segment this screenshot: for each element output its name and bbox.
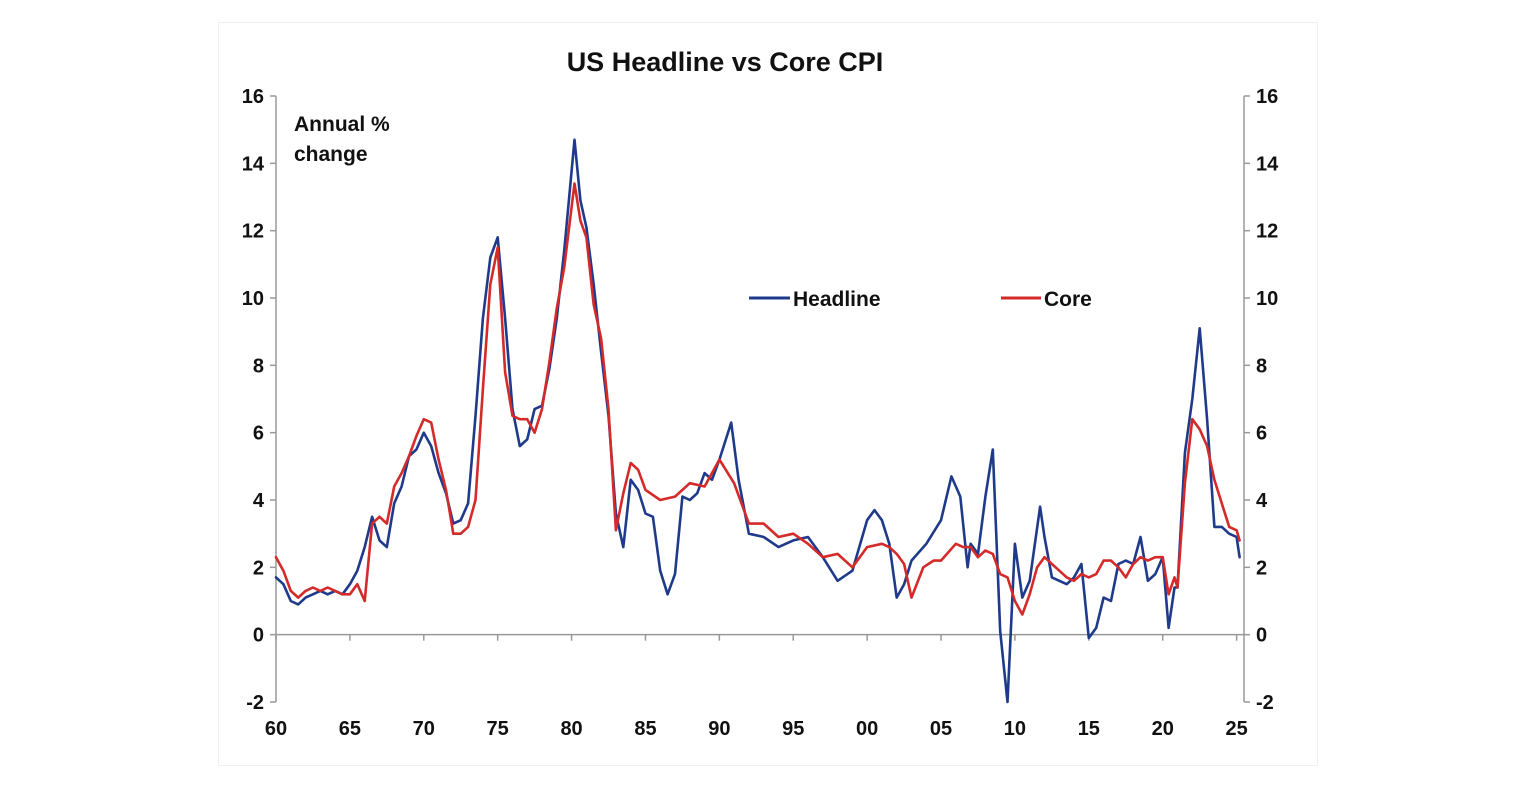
right-tick-label: 16	[1256, 86, 1278, 108]
annotation-line-1: Annual %	[294, 113, 390, 136]
x-tick-label: 05	[930, 718, 952, 740]
x-tick-label: 60	[265, 718, 287, 740]
plot-area: -2 0 2 4 6 8 10 12 14 16 -2 0 2 4 6 8 10 12 14 16 60 65 70 75…	[242, 86, 1279, 740]
left-tick-label: 16	[242, 86, 264, 108]
chart-frame: US Headline vs Core CPI -2 0 2 4 6 8 10 12 14 16 …	[218, 22, 1318, 766]
x-tick-label: 25	[1225, 718, 1247, 740]
left-tick-label: 8	[253, 355, 264, 377]
chart-title: US Headline vs Core CPI	[567, 47, 884, 77]
x-tick-label: 80	[560, 718, 582, 740]
left-tick-label: 2	[253, 557, 264, 579]
left-tick-label: 0	[253, 625, 264, 647]
x-tick-label: 95	[782, 718, 804, 740]
right-tick-label: 12	[1256, 221, 1278, 243]
right-ticks: -2 0 2 4 6 8 10 12 14 16	[1244, 86, 1279, 714]
x-tick-label: 20	[1152, 718, 1174, 740]
left-ticks: -2 0 2 4 6 8 10 12 14 16	[242, 86, 276, 714]
x-tick-label: 65	[339, 718, 361, 740]
right-tick-label: 14	[1256, 153, 1279, 175]
left-tick-label: 12	[242, 221, 264, 243]
right-tick-label: 0	[1256, 625, 1267, 647]
right-tick-label: 6	[1256, 423, 1267, 445]
series-line-core	[274, 182, 1241, 616]
right-tick-label: 4	[1256, 490, 1268, 512]
x-tick-label: 90	[708, 718, 730, 740]
legend: Headline Core	[749, 288, 1092, 311]
legend-core-label: Core	[1044, 288, 1092, 311]
series-line-headline	[274, 138, 1241, 704]
right-tick-label: -2	[1256, 692, 1274, 714]
x-tick-label: 15	[1078, 718, 1100, 740]
x-tick-label: 75	[487, 718, 509, 740]
left-tick-label: 14	[242, 153, 265, 175]
x-tick-label: 70	[413, 718, 435, 740]
x-tick-label: 85	[634, 718, 656, 740]
left-tick-label: 10	[242, 288, 264, 310]
annotation-line-2: change	[294, 143, 368, 166]
left-tick-label: -2	[246, 692, 264, 714]
left-tick-label: 4	[253, 490, 265, 512]
right-tick-label: 8	[1256, 355, 1267, 377]
chart-svg: US Headline vs Core CPI -2 0 2 4 6 8 10 12 14 16 …	[242, 47, 1279, 740]
x-tick-label: 10	[1004, 718, 1026, 740]
x-ticks: 60 65 70 75 80 85 90 95 00 05 10 15 20 25	[265, 634, 1248, 740]
x-tick-label: 00	[856, 718, 878, 740]
right-tick-label: 2	[1256, 557, 1267, 579]
left-tick-label: 6	[253, 423, 264, 445]
series-layer	[274, 138, 1241, 704]
right-tick-label: 10	[1256, 288, 1278, 310]
legend-headline-label: Headline	[793, 288, 881, 311]
